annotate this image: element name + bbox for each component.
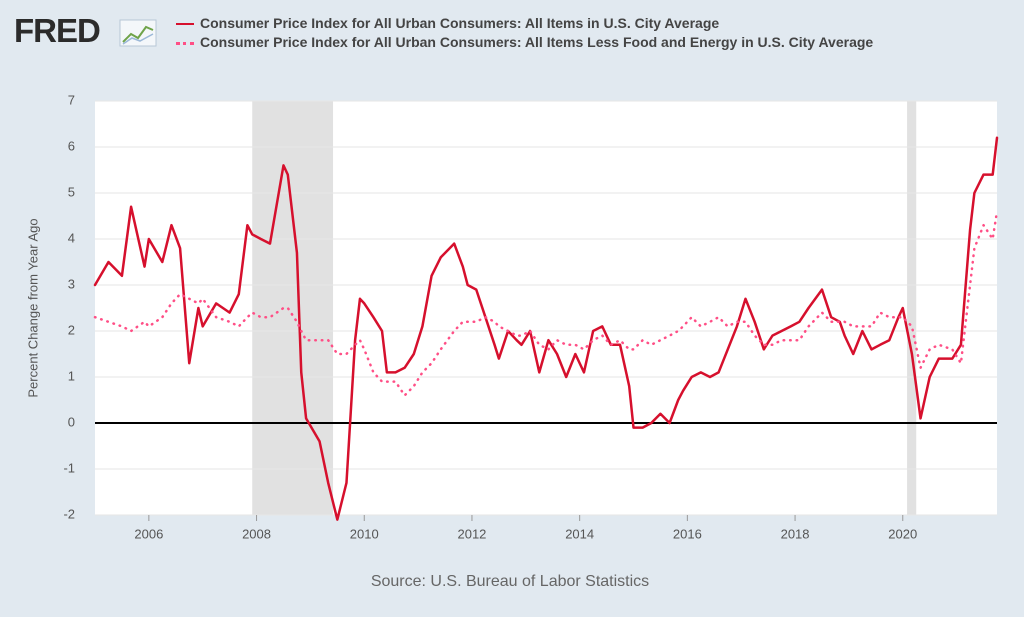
x-tick-label: 2018 — [781, 526, 810, 541]
y-tick-label: 3 — [68, 276, 75, 291]
x-tick-label: 2014 — [565, 526, 594, 541]
source: Source: U.S. Bureau of Labor Statistics — [371, 573, 649, 590]
y-tick-label: 1 — [68, 368, 75, 383]
legend-label: Consumer Price Index for All Urban Consu… — [200, 15, 720, 31]
series-line — [93, 210, 999, 397]
y-tick-label: 6 — [68, 138, 75, 153]
y-tick-label: 5 — [68, 184, 75, 199]
x-tick-label: 2012 — [457, 526, 486, 541]
recession-band — [907, 101, 917, 515]
legend-swatch — [176, 23, 194, 25]
y-tick-label: 4 — [68, 230, 75, 245]
x-tick-label: 2006 — [134, 526, 163, 541]
y-tick-label: 2 — [68, 322, 75, 337]
series-line — [93, 136, 999, 521]
legend-label: Consumer Price Index for All Urban Consu… — [200, 34, 874, 50]
x-tick-label: 2010 — [350, 526, 379, 541]
logo-icon-line — [122, 25, 154, 43]
x-tick-label: 2016 — [673, 526, 702, 541]
logo-icon — [119, 19, 157, 47]
legend-entry: Consumer Price Index for All Urban Consu… — [176, 33, 936, 52]
y-tick-label: 7 — [68, 92, 75, 107]
y-tick-label: -2 — [63, 506, 75, 521]
legend-swatch — [176, 42, 194, 45]
y-axis-label: Percent Change from Year Ago — [25, 218, 40, 397]
x-tick-label: 2008 — [242, 526, 271, 541]
plot-area — [95, 101, 997, 515]
y-tick-label: -1 — [63, 460, 75, 475]
legend-entry: Consumer Price Index for All Urban Consu… — [176, 14, 936, 33]
logo: FRED — [14, 12, 100, 49]
x-tick-label: 2020 — [888, 526, 917, 541]
y-tick-label: 0 — [68, 414, 75, 429]
legend: Consumer Price Index for All Urban Consu… — [176, 14, 936, 52]
logo-icon-line — [122, 33, 154, 45]
